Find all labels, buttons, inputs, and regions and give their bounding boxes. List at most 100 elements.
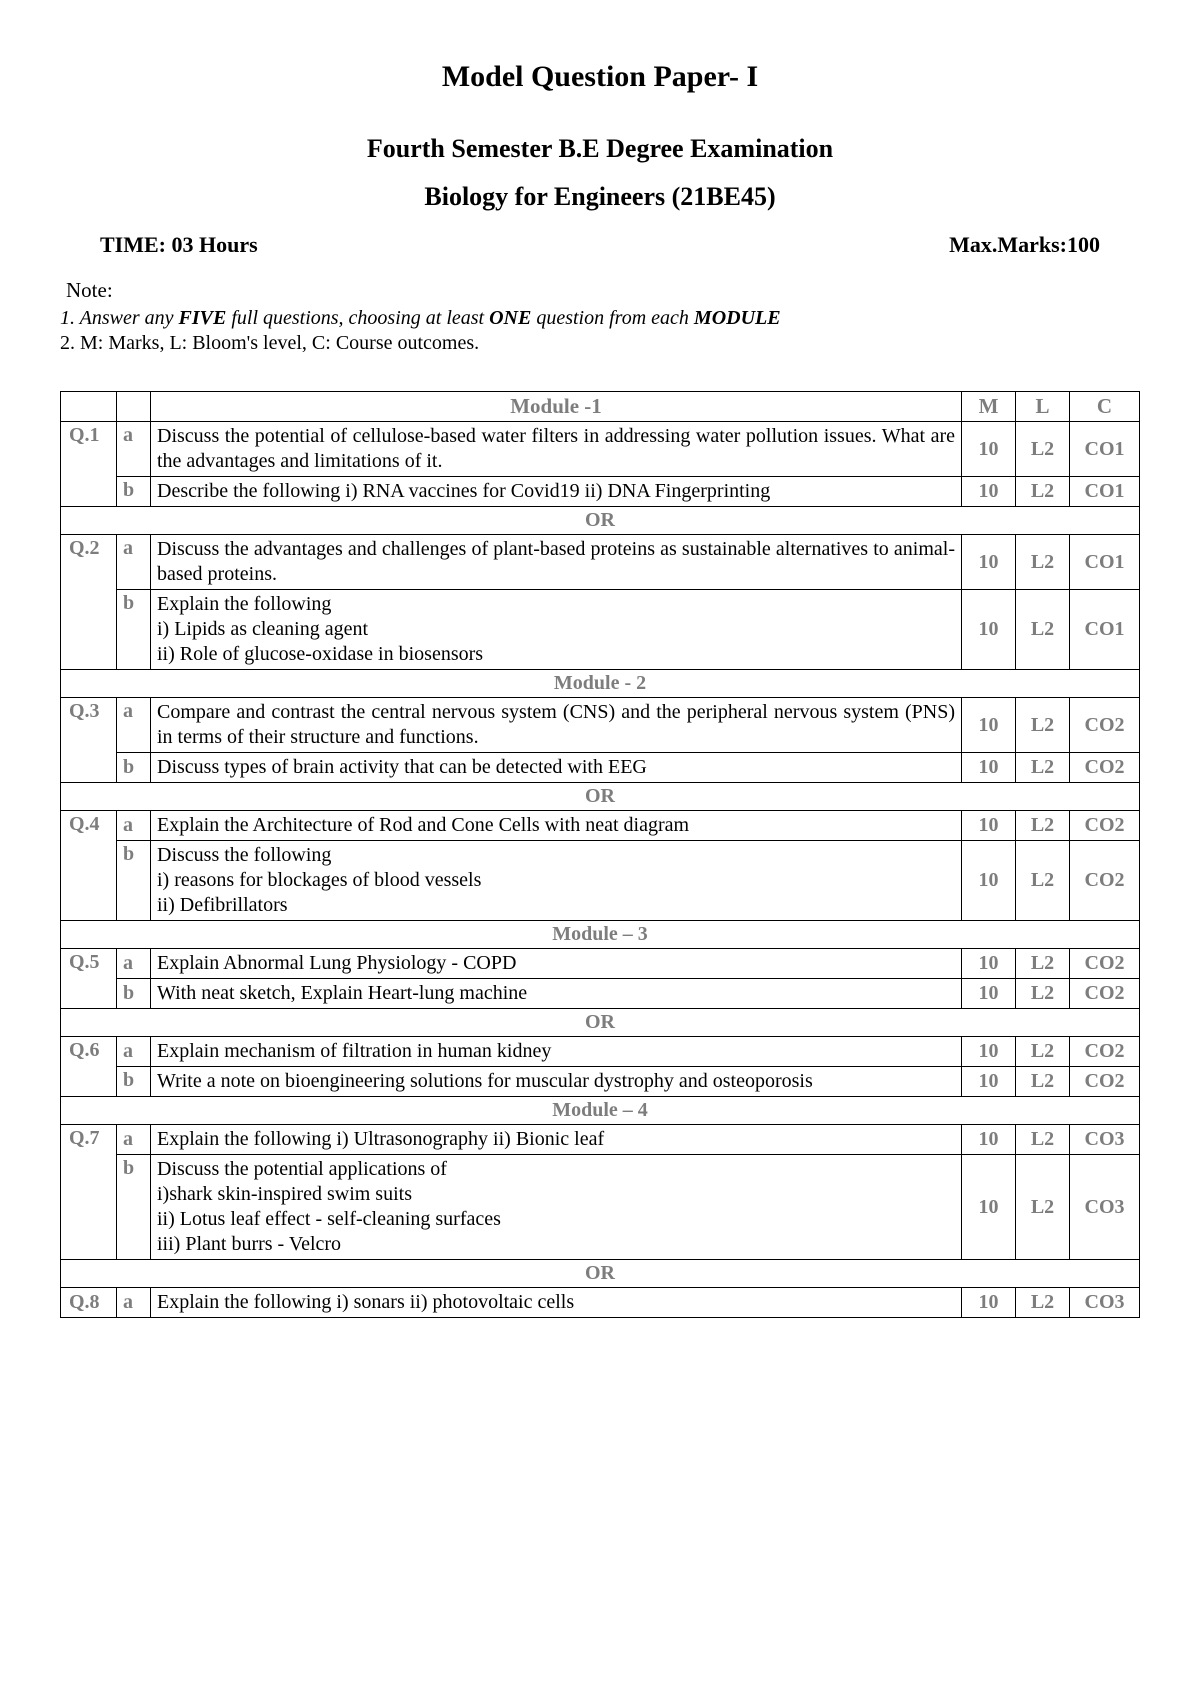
q8a-text: Explain the following i) sonars ii) phot… xyxy=(151,1288,962,1318)
q2a-c: CO1 xyxy=(1070,535,1140,590)
q6a-text: Explain mechanism of filtration in human… xyxy=(151,1037,962,1067)
or-row-1: OR xyxy=(61,507,1140,535)
q2a-row: Q.2 a Discuss the advantages and challen… xyxy=(61,535,1140,590)
q7a-text: Explain the following i) Ultrasonography… xyxy=(151,1125,962,1155)
q4b-m: 10 xyxy=(962,841,1016,921)
q4a-row: Q.4 a Explain the Architecture of Rod an… xyxy=(61,811,1140,841)
q3a-l: L2 xyxy=(1016,698,1070,753)
q7a-part: a xyxy=(117,1125,151,1155)
q5-num: Q.5 xyxy=(61,949,117,1009)
q7b-part: b xyxy=(117,1155,151,1260)
note-1: 1. Answer any FIVE full questions, choos… xyxy=(60,307,1140,330)
q1-num: Q.1 xyxy=(61,422,117,507)
q4b-l: L2 xyxy=(1016,841,1070,921)
or-row-4: OR xyxy=(61,1260,1140,1288)
time-label: TIME: 03 Hours xyxy=(100,232,258,258)
q1b-m: 10 xyxy=(962,477,1016,507)
q4a-c: CO2 xyxy=(1070,811,1140,841)
note-2: 2. M: Marks, L: Bloom's level, C: Course… xyxy=(60,332,1140,355)
course-title: Biology for Engineers (21BE45) xyxy=(60,182,1140,212)
q7b-text: Discuss the potential applications of i)… xyxy=(151,1155,962,1260)
q2b-text: Explain the following i) Lipids as clean… xyxy=(151,590,962,670)
q2a-part: a xyxy=(117,535,151,590)
q2a-m: 10 xyxy=(962,535,1016,590)
q8a-m: 10 xyxy=(962,1288,1016,1318)
module-2-row: Module - 2 xyxy=(61,670,1140,698)
or-label: OR xyxy=(61,783,1140,811)
exam-title: Fourth Semester B.E Degree Examination xyxy=(60,134,1140,164)
col-m-header: M xyxy=(962,392,1016,422)
q6a-row: Q.6 a Explain mechanism of filtration in… xyxy=(61,1037,1140,1067)
q3a-part: a xyxy=(117,698,151,753)
q2b-c: CO1 xyxy=(1070,590,1140,670)
q1b-text: Describe the following i) RNA vaccines f… xyxy=(151,477,962,507)
q4b-c: CO2 xyxy=(1070,841,1140,921)
q5b-text: With neat sketch, Explain Heart-lung mac… xyxy=(151,979,962,1009)
module-4-row: Module – 4 xyxy=(61,1097,1140,1125)
or-row-3: OR xyxy=(61,1009,1140,1037)
q7-num: Q.7 xyxy=(61,1125,117,1260)
or-label: OR xyxy=(61,1009,1140,1037)
q7a-row: Q.7 a Explain the following i) Ultrasono… xyxy=(61,1125,1140,1155)
q5b-row: b With neat sketch, Explain Heart-lung m… xyxy=(61,979,1140,1009)
q3b-l: L2 xyxy=(1016,753,1070,783)
q5a-text: Explain Abnormal Lung Physiology - COPD xyxy=(151,949,962,979)
question-table: Module -1 M L C Q.1 a Discuss the potent… xyxy=(60,391,1140,1318)
or-label: OR xyxy=(61,507,1140,535)
note1-mid: full questions, choosing at least xyxy=(226,307,489,329)
q3b-c: CO2 xyxy=(1070,753,1140,783)
or-row-2: OR xyxy=(61,783,1140,811)
q3-num: Q.3 xyxy=(61,698,117,783)
q3a-text: Compare and contrast the central nervous… xyxy=(151,698,962,753)
marks-label: Max.Marks:100 xyxy=(949,232,1100,258)
note1-mid2: question from each xyxy=(531,307,694,329)
q5a-row: Q.5 a Explain Abnormal Lung Physiology -… xyxy=(61,949,1140,979)
q7b-m: 10 xyxy=(962,1155,1016,1260)
q1a-part: a xyxy=(117,422,151,477)
q4a-l: L2 xyxy=(1016,811,1070,841)
q5b-l: L2 xyxy=(1016,979,1070,1009)
module-2-label: Module - 2 xyxy=(61,670,1140,698)
q4-num: Q.4 xyxy=(61,811,117,921)
q8a-l: L2 xyxy=(1016,1288,1070,1318)
q5b-part: b xyxy=(117,979,151,1009)
q4b-text: Discuss the following i) reasons for blo… xyxy=(151,841,962,921)
q7a-m: 10 xyxy=(962,1125,1016,1155)
q6b-c: CO2 xyxy=(1070,1067,1140,1097)
or-label: OR xyxy=(61,1260,1140,1288)
q3a-row: Q.3 a Compare and contrast the central n… xyxy=(61,698,1140,753)
q8a-part: a xyxy=(117,1288,151,1318)
module-1-label: Module -1 xyxy=(151,392,962,422)
note1-five: FIVE xyxy=(179,307,227,329)
col-c-header: C xyxy=(1070,392,1140,422)
q2b-part: b xyxy=(117,590,151,670)
q5a-l: L2 xyxy=(1016,949,1070,979)
q4b-row: b Discuss the following i) reasons for b… xyxy=(61,841,1140,921)
q3a-c: CO2 xyxy=(1070,698,1140,753)
module-1-header-row: Module -1 M L C xyxy=(61,392,1140,422)
q6a-part: a xyxy=(117,1037,151,1067)
q2a-l: L2 xyxy=(1016,535,1070,590)
q5a-part: a xyxy=(117,949,151,979)
q5a-m: 10 xyxy=(962,949,1016,979)
q1b-c: CO1 xyxy=(1070,477,1140,507)
q1b-part: b xyxy=(117,477,151,507)
q4a-text: Explain the Architecture of Rod and Cone… xyxy=(151,811,962,841)
note-label: Note: xyxy=(66,278,1140,303)
q6a-m: 10 xyxy=(962,1037,1016,1067)
q8-num: Q.8 xyxy=(61,1288,117,1318)
note1-one: ONE xyxy=(489,307,531,329)
q2b-l: L2 xyxy=(1016,590,1070,670)
q5a-c: CO2 xyxy=(1070,949,1140,979)
q3a-m: 10 xyxy=(962,698,1016,753)
q7a-c: CO3 xyxy=(1070,1125,1140,1155)
q1a-m: 10 xyxy=(962,422,1016,477)
q2a-text: Discuss the advantages and challenges of… xyxy=(151,535,962,590)
q6a-l: L2 xyxy=(1016,1037,1070,1067)
q4a-part: a xyxy=(117,811,151,841)
q7b-c: CO3 xyxy=(1070,1155,1140,1260)
q1a-row: Q.1 a Discuss the potential of cellulose… xyxy=(61,422,1140,477)
q3b-m: 10 xyxy=(962,753,1016,783)
q1b-l: L2 xyxy=(1016,477,1070,507)
q1b-row: b Describe the following i) RNA vaccines… xyxy=(61,477,1140,507)
